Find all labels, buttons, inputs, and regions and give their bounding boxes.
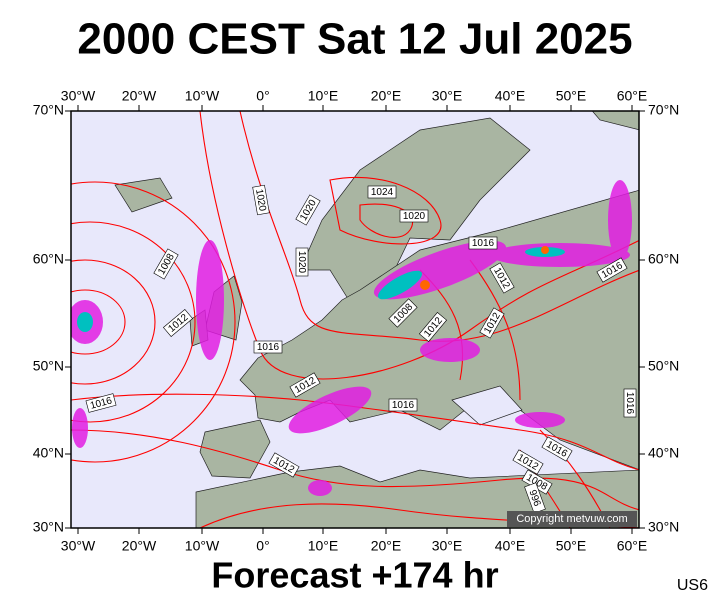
title: 2000 CEST Sat 12 Jul 2025 (77, 15, 632, 64)
isobar-label: 1020 (399, 209, 429, 223)
lon-label-top: 50°E (556, 88, 587, 104)
lon-label-bottom: 20°W (122, 538, 157, 554)
isobar-label: 1020 (295, 247, 309, 277)
isobar-label-box (489, 262, 515, 294)
isobar-label-box (153, 248, 179, 280)
isobar-label: 996 (524, 482, 546, 514)
lon-label-bottom: 40°E (495, 538, 526, 554)
lon-label-bottom: 10°E (308, 538, 339, 554)
isobar-label: 1020 (252, 184, 270, 216)
lon-label-bottom: 20°E (371, 538, 402, 554)
lat-label-right: 70°N (648, 102, 679, 118)
isobar-label: 1016 (253, 340, 283, 354)
forecast-label: Forecast +174 hr (211, 555, 498, 596)
lat-label-left: 60°N (33, 251, 64, 267)
isobar-label-box (399, 209, 429, 223)
isobar-label-box (289, 372, 321, 398)
isobar-label-box (479, 307, 505, 339)
lon-label-bottom: 60°E (617, 538, 648, 554)
lon-label-top: 60°E (617, 88, 648, 104)
lat-label-right: 60°N (648, 251, 679, 267)
lon-label-bottom: 30°W (61, 538, 96, 554)
isobar-label-box (268, 452, 300, 478)
isobar-label-box (388, 398, 418, 412)
isobar-label: 1024 (367, 185, 397, 199)
isobar-label-box (596, 257, 628, 283)
lon-label-top: 40°E (495, 88, 526, 104)
copyright-box (507, 511, 637, 527)
isobar-label-text: 1016 (624, 392, 635, 415)
lat-label-right: 40°N (648, 445, 679, 461)
isobar-label-box (85, 393, 117, 413)
lon-label-top: 10°W (185, 88, 220, 104)
isobar-label-box (623, 388, 637, 418)
isobar-label: 1016 (388, 398, 418, 412)
lon-label-bottom: 30°E (432, 538, 463, 554)
copyright: Copyright metvuw.com (516, 513, 627, 525)
isobar-label-text: 1016 (392, 400, 415, 411)
lon-label-bottom: 10°W (185, 538, 220, 554)
isobar-label-box (468, 236, 498, 250)
lat-label-right: 30°N (648, 519, 679, 535)
lon-label-top: 20°E (371, 88, 402, 104)
isobar-label-text: 1016 (257, 342, 280, 353)
lat-label-right: 50°N (648, 358, 679, 374)
lon-label-top: 30°E (432, 88, 463, 104)
isobar-label-text: 1020 (296, 251, 307, 274)
lon-label-bottom: 0° (256, 538, 269, 554)
isobar-label-box (418, 311, 448, 343)
isobar-label-box (162, 308, 194, 338)
lon-label-top: 0° (256, 88, 269, 104)
isobar-label-box (252, 184, 270, 216)
isobar-label-box (367, 185, 397, 199)
isobar-label-box (253, 340, 283, 354)
isobar-label: 1016 (85, 393, 117, 413)
isobar-label-text: 1016 (472, 238, 495, 249)
lon-label-top: 30°W (61, 88, 96, 104)
lon-label-top: 10°E (308, 88, 339, 104)
lat-label-left: 70°N (33, 102, 64, 118)
isobar-label-box (512, 449, 544, 475)
lat-label-left: 50°N (33, 358, 64, 374)
map-frame (70, 110, 640, 529)
isobar-label-text: 1024 (371, 187, 394, 198)
isobar-label: 1016 (468, 236, 498, 250)
chart-code: US6 (677, 577, 708, 594)
lon-label-top: 20°W (122, 88, 157, 104)
isobar-label-box (295, 194, 321, 226)
isobar-label: 1016 (623, 388, 637, 418)
lon-label-bottom: 50°E (556, 538, 587, 554)
isobar-label-box (388, 298, 418, 328)
isobar-label-box (541, 436, 573, 462)
lat-label-left: 30°N (33, 519, 64, 535)
isobar-label-text: 1020 (253, 188, 268, 212)
isobar-label-text: 1020 (403, 211, 426, 222)
isobar-label-box (295, 247, 309, 277)
lat-label-left: 40°N (33, 445, 64, 461)
